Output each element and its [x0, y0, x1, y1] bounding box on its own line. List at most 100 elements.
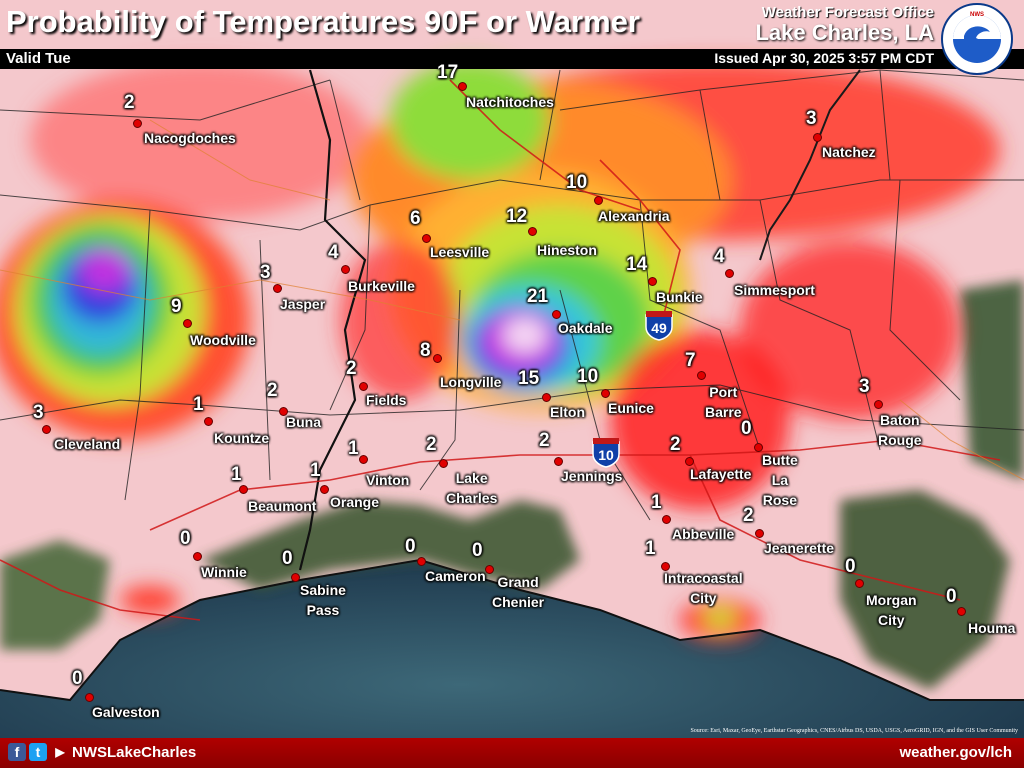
city-name: Hineston	[537, 242, 597, 258]
facebook-icon[interactable]: f	[8, 743, 26, 761]
city-marker	[193, 552, 202, 561]
city-marker	[458, 82, 467, 91]
city-marker	[661, 562, 670, 571]
city-marker	[601, 389, 610, 398]
city-marker	[279, 407, 288, 416]
city-probability: 6	[410, 208, 421, 229]
city-name: Jeanerette	[764, 540, 835, 556]
city-marker	[341, 265, 350, 274]
youtube-icon[interactable]: ▶	[55, 745, 65, 759]
city-name: Cleveland	[54, 436, 121, 452]
svg-text:49: 49	[651, 320, 667, 336]
city-probability: 3	[260, 262, 271, 283]
city-probability: 0	[946, 586, 957, 607]
city-name: Houma	[968, 620, 1016, 636]
city-marker	[485, 565, 494, 574]
city-marker	[291, 573, 300, 582]
city-probability: 0	[180, 528, 191, 549]
city-probability: 4	[714, 246, 725, 267]
city-marker	[755, 529, 764, 538]
city-marker	[528, 227, 537, 236]
city-name: Woodville	[190, 332, 256, 348]
city-marker	[685, 457, 694, 466]
city-probability: 10	[577, 366, 599, 387]
office-label: Weather Forecast Office	[761, 4, 934, 21]
city-probability: 3	[806, 108, 817, 129]
city-probability: 17	[437, 62, 459, 83]
nws-logo: NWS	[941, 3, 1013, 75]
city-name: Orange	[330, 494, 380, 510]
city-name: Longville	[440, 374, 502, 390]
city-name: Fields	[366, 392, 407, 408]
city-name: Vinton	[366, 472, 410, 488]
city-marker	[554, 457, 563, 466]
valid-bar	[0, 49, 1024, 69]
city-probability: 0	[472, 540, 483, 561]
city-probability: 21	[527, 286, 549, 307]
footer	[0, 738, 1024, 768]
city-probability: 2	[670, 434, 681, 455]
map-title: Probability of Temperatures 90F or Warme…	[6, 4, 640, 39]
website-link[interactable]: weather.gov/lch	[899, 744, 1012, 761]
city-marker	[725, 269, 734, 278]
city-name: Kountze	[214, 430, 270, 446]
city-marker	[754, 443, 763, 452]
city-name: Intracoastal City	[664, 570, 743, 606]
city-name: Abbeville	[672, 526, 735, 542]
city-probability: 8	[420, 340, 431, 361]
city-probability: 1	[231, 464, 242, 485]
city-marker	[648, 277, 657, 286]
social-handle[interactable]: NWSLakeCharles	[72, 744, 197, 761]
city-marker	[552, 310, 561, 319]
city-name: Natchitoches	[466, 94, 554, 110]
city-probability: 0	[282, 548, 293, 569]
city-marker	[42, 425, 51, 434]
city-marker	[855, 579, 864, 588]
city-probability: 2	[426, 434, 437, 455]
city-marker	[239, 485, 248, 494]
city-marker	[697, 371, 706, 380]
city-marker	[542, 393, 551, 402]
city-marker	[273, 284, 282, 293]
city-marker	[204, 417, 213, 426]
city-probability: 4	[328, 242, 339, 263]
city-probability: 0	[845, 556, 856, 577]
city-name: Sabine Pass	[300, 582, 346, 618]
city-marker	[957, 607, 966, 616]
city-name: Elton	[550, 404, 585, 420]
city-marker	[417, 557, 426, 566]
interstate-10-shield: 10	[592, 438, 620, 468]
city-name: Jasper	[280, 296, 326, 312]
valid-date: Valid Tue	[6, 50, 71, 67]
city-marker	[813, 133, 822, 142]
city-name: Leesville	[430, 244, 490, 260]
city-probability: 0	[72, 668, 83, 689]
city-marker	[422, 234, 431, 243]
city-probability: 12	[506, 206, 528, 227]
city-marker	[874, 400, 883, 409]
city-marker	[359, 455, 368, 464]
city-name: Burkeville	[348, 278, 415, 294]
city-name: Simmesport	[734, 282, 815, 298]
city-marker	[594, 196, 603, 205]
city-name: Jennings	[561, 468, 623, 484]
city-name: Oakdale	[558, 320, 613, 336]
map-credit: Source: Esri, Maxar, GeoEye, Earthstar G…	[690, 728, 1018, 734]
city-probability: 1	[651, 492, 662, 513]
issued-time: Issued Apr 30, 2025 3:57 PM CDT	[714, 50, 934, 66]
city-name: Eunice	[608, 400, 654, 416]
twitter-icon[interactable]: t	[29, 743, 47, 761]
city-name: Lake Charles	[446, 470, 498, 506]
city-probability: 15	[518, 368, 540, 389]
city-probability: 2	[346, 358, 357, 379]
city-probability: 3	[859, 376, 870, 397]
city-name: Buna	[286, 414, 321, 430]
header: Probability of Temperatures 90F or Warme…	[0, 0, 1024, 70]
city-marker	[85, 693, 94, 702]
city-probability: 0	[405, 536, 416, 557]
city-name: Butte La Rose	[762, 452, 798, 508]
city-probability: 1	[310, 460, 321, 481]
city-name: Winnie	[201, 564, 247, 580]
city-name: Nacogdoches	[144, 130, 236, 146]
city-name: Beaumont	[248, 498, 317, 514]
